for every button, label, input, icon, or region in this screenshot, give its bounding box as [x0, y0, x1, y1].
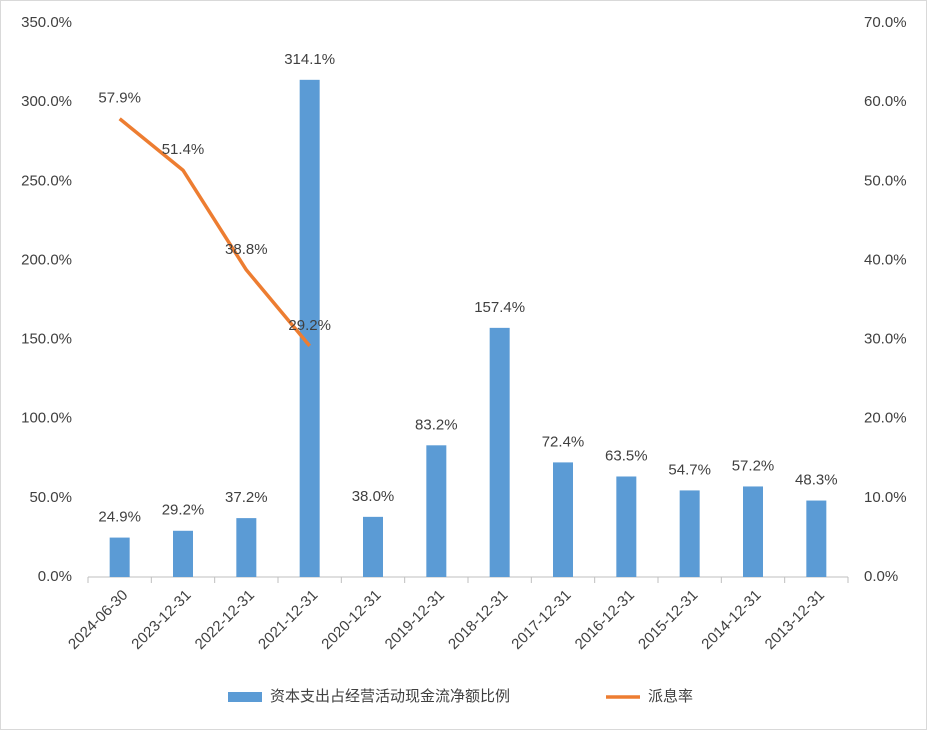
y2-tick-label: 70.0% [864, 14, 907, 31]
bar [173, 530, 193, 577]
data-label: 314.1% [284, 51, 335, 68]
bar [109, 537, 130, 577]
bar [806, 500, 827, 577]
y2-tick-label: 60.0% [864, 93, 907, 110]
y2-tick-label: 0.0% [864, 568, 898, 585]
y-tick-label: 250.0% [21, 172, 72, 189]
data-label: 48.3% [795, 472, 838, 489]
data-label: 37.2% [225, 489, 268, 506]
x-tick-label: 2024-06-30 [65, 587, 131, 653]
legend-label: 派息率 [648, 688, 693, 705]
x-tick-label: 2017-12-31 [508, 587, 574, 653]
bar [363, 516, 383, 577]
y2-tick-label: 30.0% [864, 331, 907, 348]
legend-swatch [228, 692, 262, 702]
data-label: 51.4% [162, 141, 205, 158]
data-label: 83.2% [415, 416, 458, 433]
bar [426, 445, 447, 577]
data-label: 63.5% [605, 447, 648, 464]
y-tick-label: 100.0% [21, 410, 72, 427]
data-label: 29.2% [162, 502, 205, 519]
legend-label: 资本支出占经营活动现金流净额比例 [270, 688, 510, 705]
data-label: 38.8% [225, 241, 268, 258]
x-tick-label: 2021-12-31 [255, 587, 321, 653]
bar [299, 79, 320, 577]
bar [679, 490, 700, 577]
bar [236, 518, 257, 577]
y-tick-label: 50.0% [29, 489, 72, 506]
x-tick-label: 2015-12-31 [635, 587, 701, 653]
x-tick-label: 2013-12-31 [762, 587, 828, 653]
data-label: 38.0% [352, 488, 395, 505]
y2-tick-label: 40.0% [864, 251, 907, 268]
data-label: 157.4% [474, 299, 525, 316]
data-label: 57.9% [98, 90, 141, 107]
x-tick-label: 2018-12-31 [445, 587, 511, 653]
bar [743, 486, 763, 577]
x-tick-label: 2016-12-31 [572, 587, 638, 653]
x-tick-label: 2023-12-31 [128, 587, 194, 653]
line [118, 117, 312, 348]
data-label: 72.4% [542, 433, 585, 450]
y2-tick-label: 20.0% [864, 410, 907, 427]
data-label: 24.9% [98, 509, 141, 526]
data-label: 29.2% [288, 317, 331, 334]
y-tick-label: 350.0% [21, 14, 72, 31]
bar [616, 476, 637, 577]
x-tick-label: 2014-12-31 [698, 587, 764, 653]
x-tick-label: 2020-12-31 [318, 587, 384, 653]
data-label: 54.7% [668, 461, 711, 478]
y2-tick-label: 50.0% [864, 172, 907, 189]
x-tick-label: 2019-12-31 [382, 587, 448, 653]
data-label: 57.2% [732, 457, 775, 474]
x-tick-label: 2022-12-31 [192, 587, 258, 653]
y-tick-label: 150.0% [21, 331, 72, 348]
y2-tick-label: 10.0% [864, 489, 907, 506]
bar [489, 327, 510, 577]
y-tick-label: 200.0% [21, 251, 72, 268]
y-tick-label: 0.0% [38, 568, 72, 585]
y-tick-label: 300.0% [21, 93, 72, 110]
bar [553, 462, 573, 577]
